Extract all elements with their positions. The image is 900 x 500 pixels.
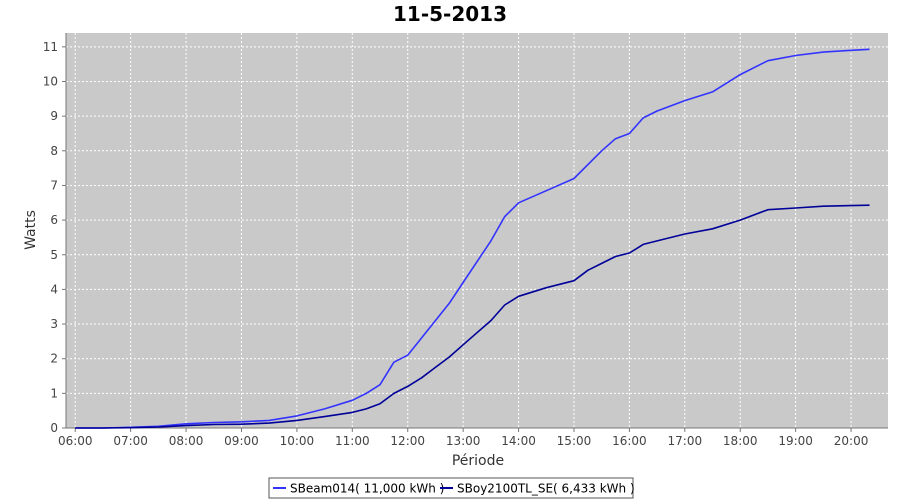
y-tick-label: 6 (50, 213, 58, 227)
x-tick-label: 20:00 (834, 434, 869, 448)
x-tick-label: 13:00 (446, 434, 481, 448)
legend-label-2: SBoy2100TL_SE( 6,433 kWh ) (457, 482, 635, 496)
y-tick-label: 9 (50, 109, 58, 123)
chart-title: 11-5-2013 (393, 2, 507, 26)
y-tick-label: 8 (50, 144, 58, 158)
y-tick-label: 7 (50, 178, 58, 192)
plot-area (66, 33, 888, 428)
x-tick-label: 06:00 (58, 434, 93, 448)
y-tick-label: 2 (50, 352, 58, 366)
x-tick-label: 07:00 (113, 434, 148, 448)
x-tick-label: 11:00 (335, 434, 370, 448)
x-tick-label: 15:00 (557, 434, 592, 448)
y-tick-label: 11 (43, 40, 58, 54)
y-tick-label: 3 (50, 317, 58, 331)
legend: SBeam014( 11,000 kWh ) SBoy2100TL_SE( 6,4… (269, 478, 635, 498)
x-axis-label: Période (452, 453, 504, 469)
y-axis-label: Watts (23, 210, 39, 250)
y-tick-label: 5 (50, 248, 58, 262)
x-tick-label: 17:00 (668, 434, 703, 448)
y-tick-label: 1 (50, 386, 58, 400)
y-tick-label: 4 (50, 282, 58, 296)
y-tick-label: 10 (43, 75, 58, 89)
x-tick-label: 16:00 (612, 434, 647, 448)
x-tick-label: 12:00 (390, 434, 425, 448)
x-tick-label: 09:00 (224, 434, 259, 448)
y-tick-label: 0 (50, 421, 58, 435)
x-tick-label: 19:00 (778, 434, 813, 448)
legend-label-1: SBeam014( 11,000 kWh ) (290, 482, 444, 496)
x-tick-label: 18:00 (723, 434, 758, 448)
x-tick-label: 14:00 (501, 434, 536, 448)
x-tick-label: 10:00 (280, 434, 315, 448)
x-tick-label: 08:00 (169, 434, 204, 448)
